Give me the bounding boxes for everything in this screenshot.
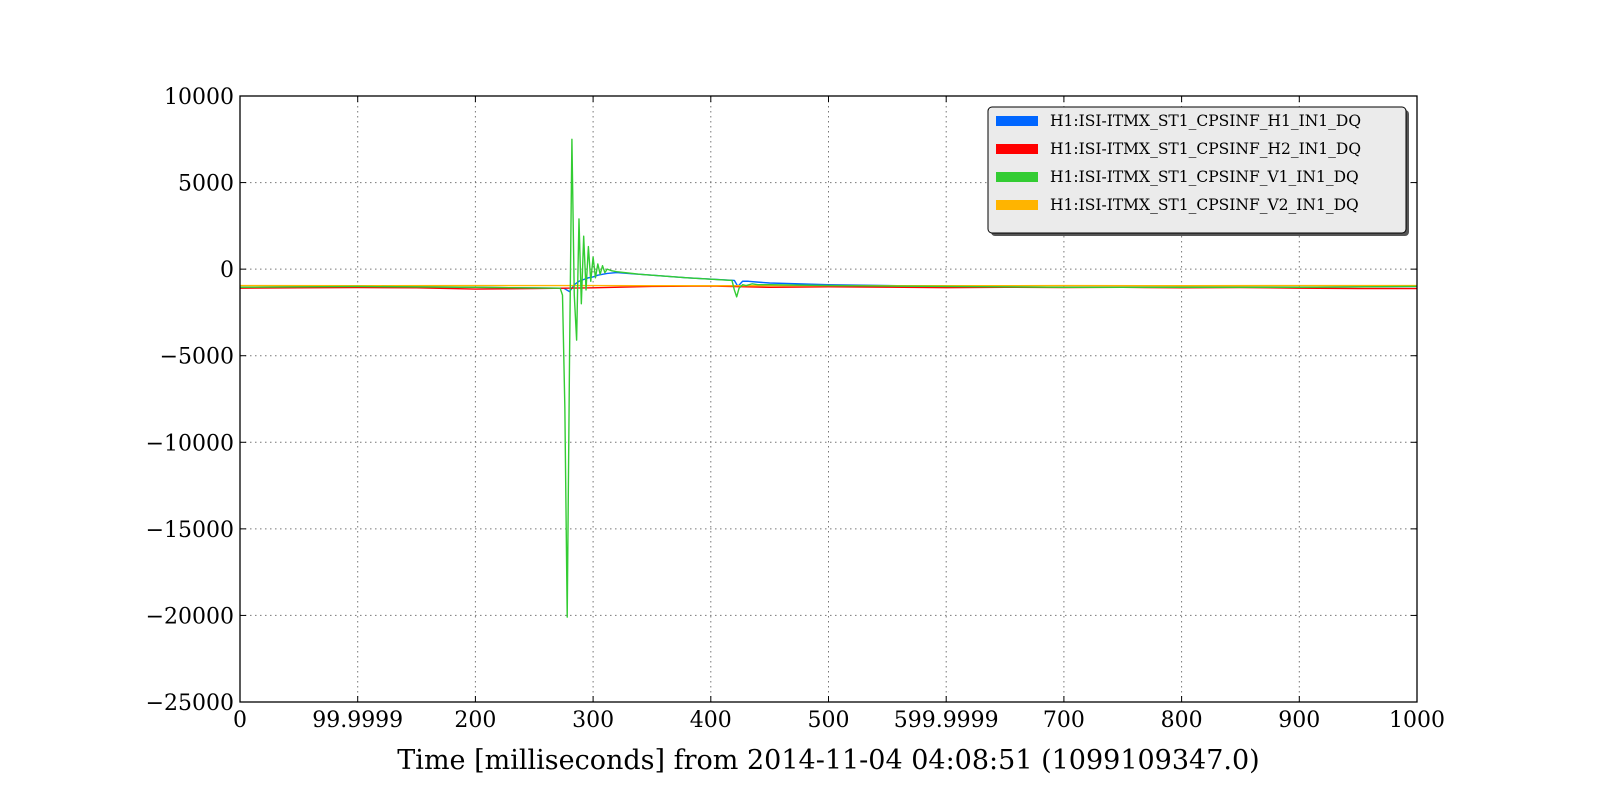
legend: H1:ISI-ITMX_ST1_CPSINF_H1_IN1_DQ H1:ISI-I… xyxy=(987,106,1409,236)
series-line-3 xyxy=(240,138,1417,618)
x-tick-label: 200 xyxy=(454,708,496,733)
x-tick-label: 599.9999 xyxy=(894,708,999,733)
legend-label: H1:ISI-ITMX_ST1_CPSINF_V2_IN1_DQ xyxy=(1050,196,1359,214)
x-tick-label: 300 xyxy=(572,708,614,733)
grid xyxy=(240,96,1417,702)
y-tick-labels: 10000 5000 0 −5000 −10000 −15000 −20000 −25000 xyxy=(146,85,234,716)
legend-label: H1:ISI-ITMX_ST1_CPSINF_H2_IN1_DQ xyxy=(1050,140,1361,158)
x-tick-label: 0 xyxy=(233,708,247,733)
legend-label: H1:ISI-ITMX_ST1_CPSINF_V1_IN1_DQ xyxy=(1050,168,1359,186)
y-tick-label: −20000 xyxy=(146,604,234,629)
y-tick-label: 5000 xyxy=(178,172,234,197)
legend-swatch xyxy=(996,200,1038,210)
series-layer xyxy=(240,138,1417,618)
y-tick-label: −15000 xyxy=(146,518,234,543)
legend-swatch xyxy=(996,116,1038,126)
x-tick-label: 800 xyxy=(1161,708,1203,733)
y-tick-label: −25000 xyxy=(146,691,234,716)
x-axis-title: Time [milliseconds] from 2014-11-04 04:0… xyxy=(397,745,1259,776)
legend-swatch xyxy=(996,172,1038,182)
legend-label: H1:ISI-ITMX_ST1_CPSINF_H1_IN1_DQ xyxy=(1050,112,1361,130)
legend-swatch xyxy=(996,144,1038,154)
y-tick-label: −5000 xyxy=(160,345,234,370)
legend-box xyxy=(987,106,1407,234)
y-tick-label: 10000 xyxy=(164,85,234,110)
x-tick-label: 400 xyxy=(690,708,732,733)
x-tick-labels: 0 99.9999 200 300 400 500 599.9999 700 800 900 100… xyxy=(233,708,1445,733)
x-tick-label: 700 xyxy=(1043,708,1085,733)
y-tick-label: 0 xyxy=(220,258,234,283)
x-tick-label: 900 xyxy=(1278,708,1320,733)
y-tick-label: −10000 xyxy=(146,431,234,456)
x-tick-label: 500 xyxy=(808,708,850,733)
ticks xyxy=(239,95,1418,703)
x-tick-label: 99.9999 xyxy=(312,708,403,733)
x-tick-label: 1000 xyxy=(1389,708,1445,733)
